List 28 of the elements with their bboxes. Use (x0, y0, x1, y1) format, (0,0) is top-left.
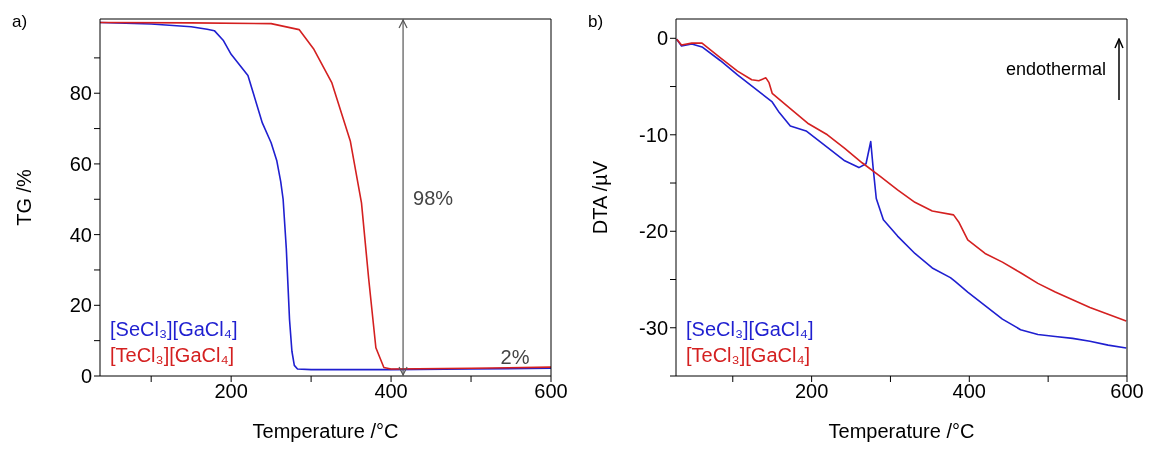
y-tick-label: 40 (69, 223, 92, 246)
text: [SeCl₃][GaCl₄] (686, 317, 814, 342)
y-tick-label: 0 (656, 27, 668, 50)
y-axis-title: TG /% (13, 168, 36, 226)
x-tick-label: 600 (1110, 380, 1144, 403)
y-tick-label: 0 (80, 365, 92, 388)
x-axis-title: Temperature /°C (252, 420, 399, 442)
text: [TeCl₃][GaCl₄] (110, 343, 236, 368)
x-tick-label: 400 (374, 380, 408, 403)
y-tick-label: -20 (639, 220, 668, 243)
x-axis-title: Temperature /°C (828, 420, 975, 442)
y-tick-label: 60 (69, 153, 92, 176)
x-tick-label: 200 (794, 380, 829, 403)
y-axis-title: DTA /µV (589, 160, 612, 235)
chart-title: b) (588, 12, 604, 32)
annotation: 98% (413, 186, 454, 209)
x-tick-label: 200 (214, 380, 248, 403)
x-tick-label: 600 (534, 380, 568, 403)
text: [TeCl₃][GaCl₄] (686, 343, 812, 368)
annotation: endothermal (1005, 58, 1106, 80)
y-tick-label: 20 (69, 294, 92, 317)
annotation: 2% (500, 346, 530, 369)
y-tick-label: 80 (69, 82, 92, 105)
y-tick-label: -30 (639, 316, 668, 339)
y-tick-label: -10 (639, 123, 668, 146)
x-tick-label: 400 (952, 380, 986, 403)
text: [SeCl₃][GaCl₄] (110, 317, 238, 342)
chart-title: a) (12, 12, 28, 32)
